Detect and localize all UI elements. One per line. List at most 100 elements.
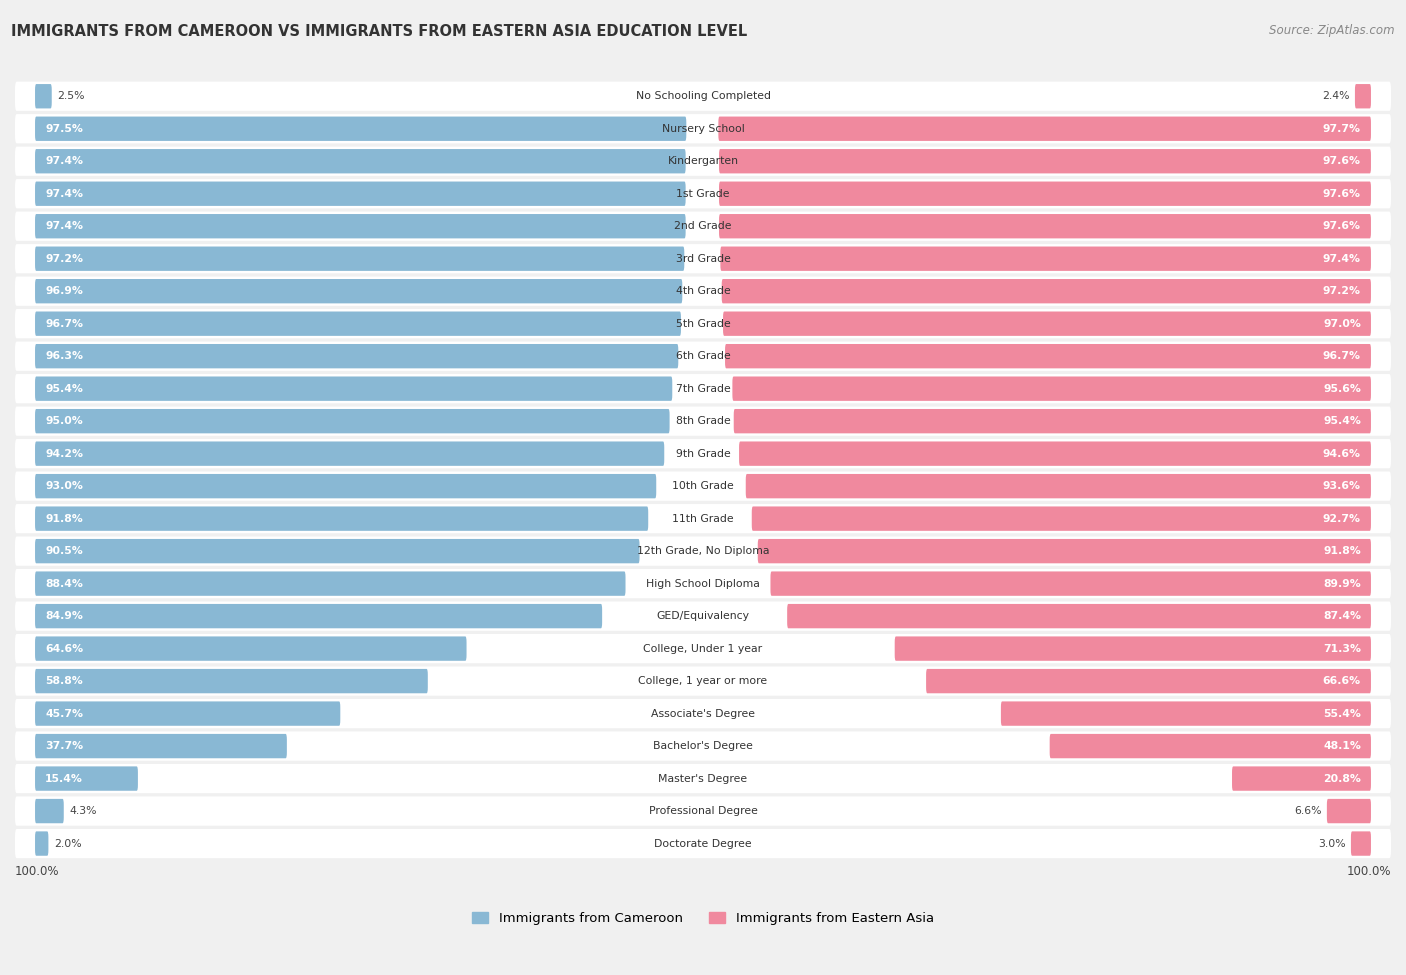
FancyBboxPatch shape — [15, 731, 1391, 760]
Text: College, Under 1 year: College, Under 1 year — [644, 644, 762, 653]
FancyBboxPatch shape — [15, 569, 1391, 599]
FancyBboxPatch shape — [15, 699, 1391, 728]
Text: 71.3%: 71.3% — [1323, 644, 1361, 653]
FancyBboxPatch shape — [35, 247, 685, 271]
Text: 92.7%: 92.7% — [1323, 514, 1361, 524]
FancyBboxPatch shape — [35, 311, 681, 335]
FancyBboxPatch shape — [740, 442, 1371, 466]
Text: Nursery School: Nursery School — [662, 124, 744, 134]
Text: 96.3%: 96.3% — [45, 351, 83, 361]
Text: 95.0%: 95.0% — [45, 416, 83, 426]
Text: 97.4%: 97.4% — [45, 156, 83, 166]
FancyBboxPatch shape — [1351, 832, 1371, 856]
FancyBboxPatch shape — [15, 374, 1391, 404]
Text: 96.9%: 96.9% — [45, 287, 83, 296]
FancyBboxPatch shape — [1355, 84, 1371, 108]
FancyBboxPatch shape — [15, 146, 1391, 176]
Text: 48.1%: 48.1% — [1323, 741, 1361, 751]
FancyBboxPatch shape — [1327, 799, 1371, 823]
FancyBboxPatch shape — [723, 311, 1371, 335]
FancyBboxPatch shape — [35, 149, 686, 174]
Legend: Immigrants from Cameroon, Immigrants from Eastern Asia: Immigrants from Cameroon, Immigrants fro… — [472, 912, 934, 925]
Text: 97.6%: 97.6% — [1323, 156, 1361, 166]
FancyBboxPatch shape — [35, 376, 672, 401]
Text: 93.6%: 93.6% — [1323, 481, 1361, 491]
FancyBboxPatch shape — [35, 442, 664, 466]
Text: 90.5%: 90.5% — [45, 546, 83, 556]
Text: 10th Grade: 10th Grade — [672, 481, 734, 491]
Text: College, 1 year or more: College, 1 year or more — [638, 676, 768, 686]
FancyBboxPatch shape — [15, 536, 1391, 565]
FancyBboxPatch shape — [35, 571, 626, 596]
Text: GED/Equivalency: GED/Equivalency — [657, 611, 749, 621]
FancyBboxPatch shape — [35, 117, 686, 141]
Text: Source: ZipAtlas.com: Source: ZipAtlas.com — [1270, 24, 1395, 37]
FancyBboxPatch shape — [720, 247, 1371, 271]
FancyBboxPatch shape — [718, 214, 1371, 239]
Text: 97.2%: 97.2% — [1323, 287, 1361, 296]
Text: Associate's Degree: Associate's Degree — [651, 709, 755, 719]
FancyBboxPatch shape — [15, 309, 1391, 338]
Text: 58.8%: 58.8% — [45, 676, 83, 686]
FancyBboxPatch shape — [745, 474, 1371, 498]
FancyBboxPatch shape — [35, 637, 467, 661]
FancyBboxPatch shape — [15, 341, 1391, 370]
FancyBboxPatch shape — [35, 539, 640, 564]
Text: 97.2%: 97.2% — [45, 254, 83, 263]
Text: 97.0%: 97.0% — [1323, 319, 1361, 329]
Text: 6th Grade: 6th Grade — [676, 351, 730, 361]
FancyBboxPatch shape — [15, 634, 1391, 663]
Text: No Schooling Completed: No Schooling Completed — [636, 92, 770, 101]
Text: Master's Degree: Master's Degree — [658, 773, 748, 784]
Text: 45.7%: 45.7% — [45, 709, 83, 719]
FancyBboxPatch shape — [1232, 766, 1371, 791]
FancyBboxPatch shape — [15, 797, 1391, 826]
Text: 5th Grade: 5th Grade — [676, 319, 730, 329]
Text: 97.6%: 97.6% — [1323, 189, 1361, 199]
FancyBboxPatch shape — [1050, 734, 1371, 759]
FancyBboxPatch shape — [927, 669, 1371, 693]
Text: 8th Grade: 8th Grade — [676, 416, 730, 426]
FancyBboxPatch shape — [35, 279, 682, 303]
FancyBboxPatch shape — [15, 439, 1391, 468]
FancyBboxPatch shape — [15, 602, 1391, 631]
Text: 11th Grade: 11th Grade — [672, 514, 734, 524]
Text: 3.0%: 3.0% — [1317, 838, 1346, 848]
Text: 37.7%: 37.7% — [45, 741, 83, 751]
FancyBboxPatch shape — [733, 376, 1371, 401]
Text: 87.4%: 87.4% — [1323, 611, 1361, 621]
FancyBboxPatch shape — [725, 344, 1371, 369]
FancyBboxPatch shape — [734, 409, 1371, 433]
FancyBboxPatch shape — [752, 506, 1371, 530]
Text: 4th Grade: 4th Grade — [676, 287, 730, 296]
Text: 2.4%: 2.4% — [1322, 92, 1350, 101]
Text: 91.8%: 91.8% — [1323, 546, 1361, 556]
FancyBboxPatch shape — [718, 117, 1371, 141]
FancyBboxPatch shape — [35, 701, 340, 725]
Text: 96.7%: 96.7% — [45, 319, 83, 329]
Text: 55.4%: 55.4% — [1323, 709, 1361, 719]
Text: 95.4%: 95.4% — [45, 384, 83, 394]
Text: 66.6%: 66.6% — [1323, 676, 1361, 686]
FancyBboxPatch shape — [1001, 701, 1371, 725]
FancyBboxPatch shape — [15, 667, 1391, 696]
Text: 1st Grade: 1st Grade — [676, 189, 730, 199]
Text: Bachelor's Degree: Bachelor's Degree — [652, 741, 754, 751]
FancyBboxPatch shape — [15, 114, 1391, 143]
FancyBboxPatch shape — [758, 539, 1371, 564]
Text: Professional Degree: Professional Degree — [648, 806, 758, 816]
Text: 100.0%: 100.0% — [1347, 865, 1391, 878]
Text: 6.6%: 6.6% — [1294, 806, 1322, 816]
FancyBboxPatch shape — [35, 799, 63, 823]
FancyBboxPatch shape — [35, 409, 669, 433]
Text: 15.4%: 15.4% — [45, 773, 83, 784]
FancyBboxPatch shape — [15, 277, 1391, 306]
Text: 3rd Grade: 3rd Grade — [675, 254, 731, 263]
Text: 64.6%: 64.6% — [45, 644, 83, 653]
FancyBboxPatch shape — [15, 829, 1391, 858]
FancyBboxPatch shape — [15, 244, 1391, 273]
Text: High School Diploma: High School Diploma — [647, 578, 759, 589]
FancyBboxPatch shape — [35, 474, 657, 498]
Text: 94.6%: 94.6% — [1323, 448, 1361, 458]
FancyBboxPatch shape — [35, 669, 427, 693]
